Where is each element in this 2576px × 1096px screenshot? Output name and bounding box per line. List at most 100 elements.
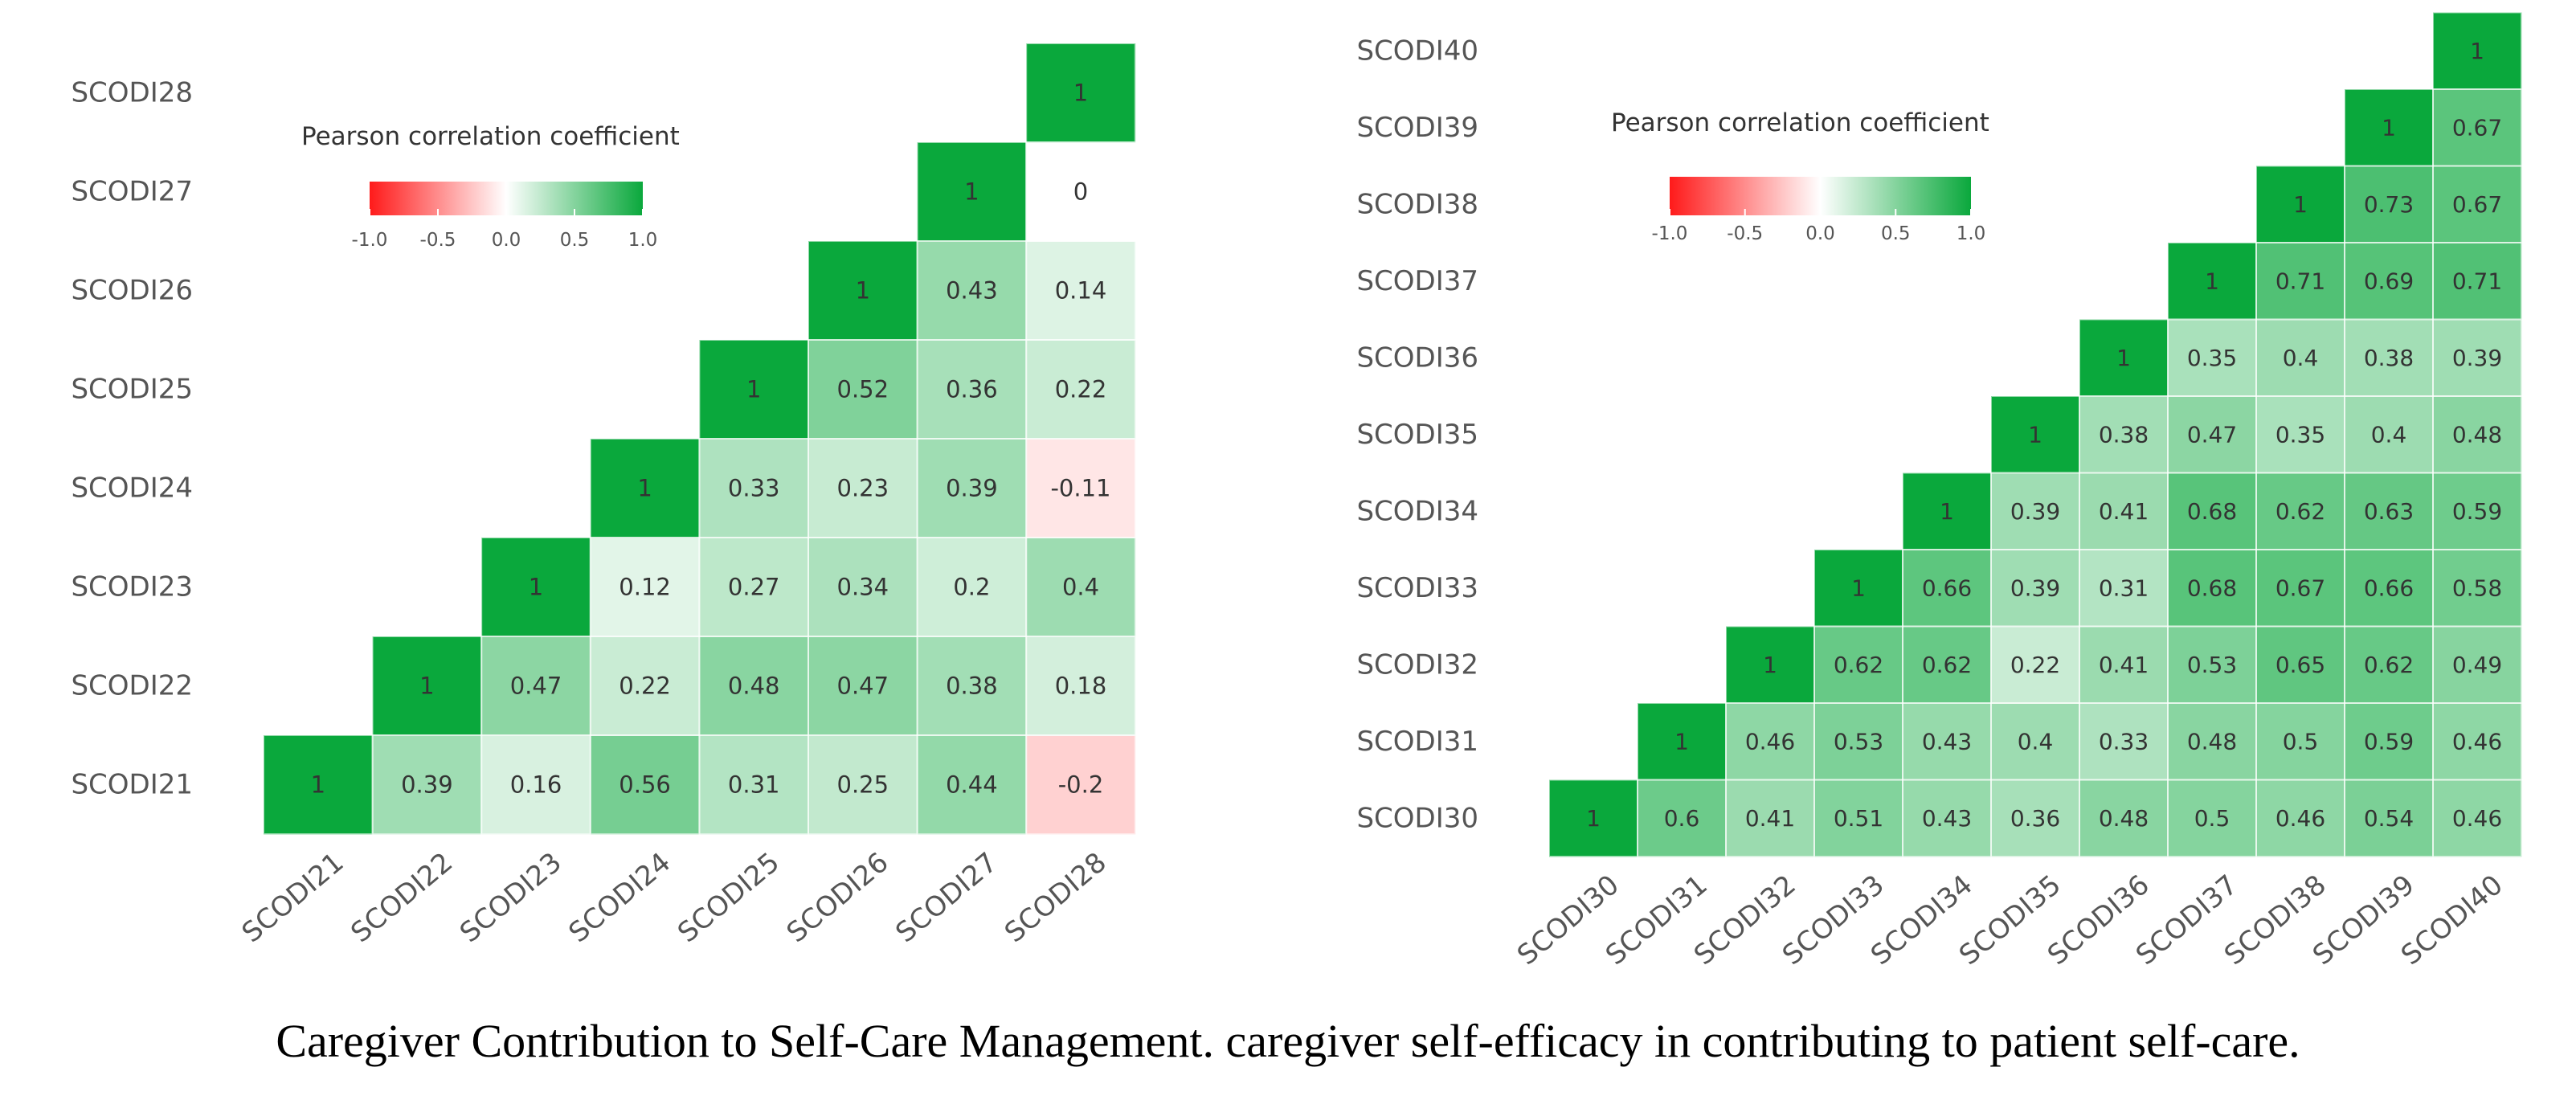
cell-value-label: 0.31 <box>2099 575 2149 601</box>
cell-value-label: 0.4 <box>2018 728 2054 755</box>
cell-value-label: 0.38 <box>946 673 998 700</box>
heatmap-cell <box>2256 626 2345 704</box>
cell-value-label: 0.49 <box>2452 652 2502 678</box>
heatmap-cell <box>699 735 809 835</box>
heatmap-cell <box>2256 243 2345 320</box>
legend-tick-label: 1.0 <box>628 230 658 251</box>
cell-value-label: 0.39 <box>2010 498 2060 525</box>
heatmap-cell <box>2433 166 2522 243</box>
heatmap-cell <box>808 636 918 736</box>
cell-value-label: 0.47 <box>510 673 562 700</box>
heatmap-cell <box>2345 319 2434 397</box>
heatmap-scodi21-28: 1 0.39 0.16 0.56 0.31 0.25 0.44 -0.2 1 0.47 0.22 0.… <box>71 43 1136 949</box>
heatmap-cell <box>2079 319 2169 397</box>
cell-value-label: 0.41 <box>1745 805 1795 832</box>
cell-value-label: 0.63 <box>2364 498 2414 525</box>
cell-value-label: 0.73 <box>2364 191 2414 218</box>
cell-value-label: 0.67 <box>2452 114 2502 141</box>
heatmap-cell <box>699 636 809 736</box>
heatmap-cell <box>1903 472 1992 550</box>
heatmap-cell <box>2256 472 2345 550</box>
heatmap-cell <box>2168 243 2257 320</box>
cell-value-label: 0.4 <box>2371 421 2407 448</box>
y-tick-label: SCODI35 <box>1356 419 1478 451</box>
y-tick-label: SCODI37 <box>1356 265 1478 297</box>
y-tick-label: SCODI23 <box>71 571 193 603</box>
y-tick-label: SCODI32 <box>1356 648 1478 681</box>
cell-value-label: 0.53 <box>2187 652 2237 678</box>
cell-value-label: 0.69 <box>2364 268 2414 294</box>
legend-tick-label: 0.5 <box>1881 223 1911 244</box>
heatmap-cell <box>2256 550 2345 627</box>
heatmap-cell <box>2079 550 2169 627</box>
cell-value-label: 0.25 <box>837 771 889 799</box>
cell-value-label: 1 <box>2382 114 2396 141</box>
heatmap-cell <box>481 538 591 637</box>
heatmap-cell <box>2433 779 2522 857</box>
heatmap-cell <box>917 538 1027 637</box>
heatmap-cell <box>2079 779 2169 857</box>
cell-value-label: 0.48 <box>2452 421 2502 448</box>
x-tick-label: SCODI27 <box>889 846 1004 949</box>
heatmap-cell <box>1726 626 1815 704</box>
cell-value-label: 0.66 <box>1922 575 1972 601</box>
cell-value-label: 0.31 <box>728 771 780 799</box>
heatmap-cell <box>1549 779 1638 857</box>
cell-value-label: 0.48 <box>2099 805 2149 832</box>
heatmap-cell <box>2256 779 2345 857</box>
x-tick-label: SCODI24 <box>563 846 677 949</box>
cell-value-label: 0.34 <box>837 574 889 601</box>
heatmap-cell <box>1638 703 1727 780</box>
y-tick-label: SCODI31 <box>1356 726 1478 758</box>
heatmap-cell <box>1991 626 2080 704</box>
cell-value-label: 0.36 <box>2010 805 2060 832</box>
x-tick-label: SCODI21 <box>236 846 350 949</box>
cell-value-label: 0.47 <box>837 673 889 700</box>
heatmap-cell <box>1814 703 1903 780</box>
heatmap-cell <box>2345 396 2434 473</box>
cell-value-label: 0.67 <box>2452 191 2502 218</box>
heatmap-cell <box>2168 703 2257 780</box>
cell-value-label: 0.43 <box>1922 805 1972 832</box>
heatmap-cell <box>2345 550 2434 627</box>
heatmap-cell <box>2256 166 2345 243</box>
cell-value-label: 0.68 <box>2187 498 2237 525</box>
legend-tick-label: 0.0 <box>492 230 521 251</box>
heatmap-cell <box>2345 703 2434 780</box>
cell-value-label: 0.2 <box>953 574 990 601</box>
heatmap-cell <box>699 439 809 538</box>
heatmap-cell <box>1991 779 2080 857</box>
heatmap-cell <box>481 636 591 736</box>
cell-value-label: 1 <box>964 178 979 206</box>
cell-value-label: 0.22 <box>619 673 671 700</box>
cell-border <box>2432 11 2522 90</box>
heatmap-cell <box>2345 626 2434 704</box>
cell-value-label: 1 <box>1674 728 1689 755</box>
heatmap-cell <box>917 142 1027 242</box>
heatmap-cell <box>1026 142 1136 242</box>
cell-value-label: 1 <box>2293 191 2308 218</box>
legend-tick-label: 0.5 <box>560 230 590 251</box>
heatmap-cell <box>2256 396 2345 473</box>
cell-value-label: 0.71 <box>2452 268 2502 294</box>
cell-value-label: 1 <box>1851 575 1866 601</box>
heatmap-cell <box>1026 241 1136 341</box>
cell-value-label: 1 <box>2470 38 2484 64</box>
heatmap-cell <box>372 735 482 835</box>
y-tick-label: SCODI38 <box>1356 188 1478 220</box>
legend-tick-label: -0.5 <box>420 230 456 251</box>
cell-value-label: 0.62 <box>2275 498 2325 525</box>
heatmap-cell <box>2345 89 2434 166</box>
cell-value-label: 0.54 <box>2364 805 2414 832</box>
heatmap-cell <box>1026 43 1136 143</box>
heatmap-cell <box>1991 703 2080 780</box>
y-tick-label: SCODI21 <box>71 769 193 801</box>
cell-value-label: 0.18 <box>1055 673 1107 700</box>
heatmap-cell <box>2079 703 2169 780</box>
cell-value-label: 0.46 <box>2275 805 2325 832</box>
cell-value-label: 0.35 <box>2275 421 2325 448</box>
cell-value-label: 0.48 <box>728 673 780 700</box>
cell-value-label: 0.39 <box>2010 575 2060 601</box>
heatmap-cell <box>699 340 809 440</box>
cell-value-label: 0.43 <box>946 277 998 305</box>
